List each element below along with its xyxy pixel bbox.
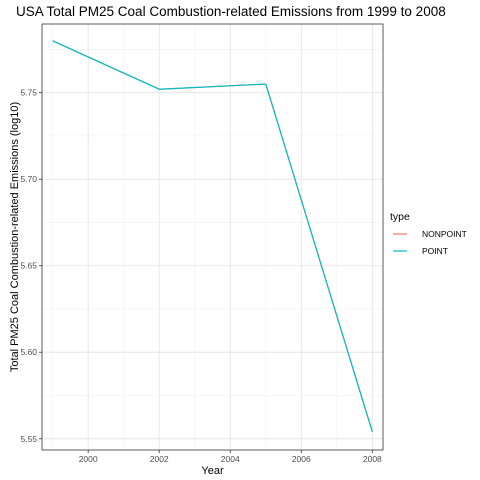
y-tick-label: 5.65 [20, 261, 37, 271]
x-tick-label: 2000 [79, 454, 98, 464]
y-tick-label: 5.70 [20, 174, 37, 184]
legend-items: NONPOINT POINT [392, 226, 467, 259]
y-tick-label: 5.60 [20, 347, 37, 357]
x-tick-label: 2008 [363, 454, 382, 464]
minor-gridlines [42, 24, 383, 450]
chart-title: USA Total PM25 Coal Combustion-related E… [16, 4, 446, 19]
legend-label: POINT [422, 246, 448, 256]
y-axis-title: Total PM25 Coal Combustion-related Emiss… [9, 102, 21, 372]
x-tick-label: 2002 [150, 454, 169, 464]
plot-panel-background [42, 24, 383, 450]
legend: type NONPOINT POINT [390, 211, 467, 259]
x-axis-ticks: 2000 2002 2004 2006 2008 [79, 450, 382, 464]
plot-panel-border [41, 23, 384, 451]
plot-panel [41, 23, 384, 451]
legend-title: type [390, 211, 410, 223]
y-axis-ticks: 5.55 5.60 5.65 5.70 5.75 [20, 88, 42, 444]
x-axis-title: Year [201, 465, 224, 477]
legend-item-point: POINT [392, 243, 448, 259]
y-tick-label: 5.75 [20, 88, 37, 98]
y-tick-label: 5.55 [20, 434, 37, 444]
legend-item-nonpoint: NONPOINT [392, 226, 467, 242]
major-gridlines [42, 24, 383, 450]
series-line-point [52, 40, 373, 433]
x-tick-label: 2004 [221, 454, 240, 464]
series-lines [52, 40, 373, 433]
legend-label: NONPOINT [422, 229, 467, 239]
x-tick-label: 2006 [292, 454, 311, 464]
